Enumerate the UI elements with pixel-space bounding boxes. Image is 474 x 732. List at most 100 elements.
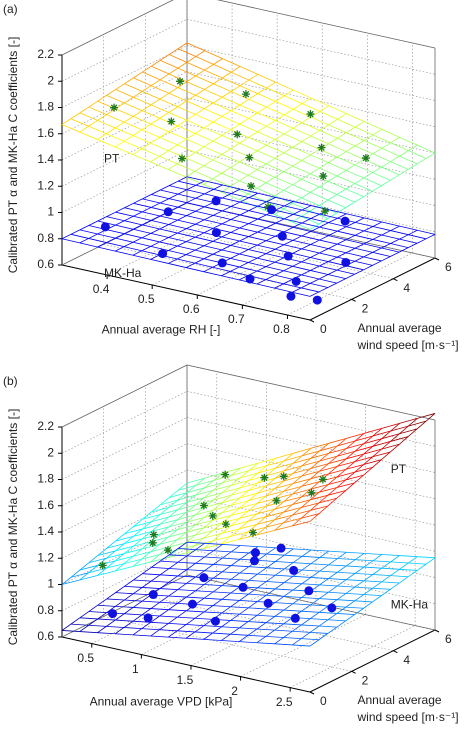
surface-mesh: [319, 466, 338, 472]
surface-mesh: [204, 472, 223, 479]
x-tick-label: 0.8: [273, 322, 290, 336]
surface-mesh: [150, 98, 161, 106]
box-edge: [61, 0, 174, 56]
surface-mesh: [327, 282, 337, 288]
surface-mesh: [221, 565, 232, 573]
surface-mesh: [372, 451, 391, 458]
surface-mesh: [79, 112, 98, 121]
surface-mesh: [160, 574, 178, 577]
surface-mesh: [124, 627, 142, 629]
surface-mesh: [256, 279, 266, 285]
surface-mesh: [284, 89, 294, 97]
grid-line: [290, 625, 416, 688]
surface-mesh: [61, 623, 72, 631]
surface-mesh: [336, 593, 347, 601]
surface-mesh: [124, 538, 143, 545]
surface-mesh: [203, 127, 223, 136]
surface-mesh: [195, 489, 214, 496]
surface-mesh: [204, 556, 223, 559]
surface-mesh: [106, 550, 116, 559]
surface-mesh: [230, 592, 249, 595]
surface-mesh: [292, 103, 303, 110]
surface-mesh: [301, 141, 320, 150]
surface-mesh: [213, 544, 223, 552]
surface-mesh: [115, 545, 134, 552]
surface-mesh: [186, 624, 204, 627]
surface-mesh: [248, 485, 267, 491]
surface-mesh: [142, 511, 152, 520]
panel-label: (b): [3, 374, 18, 388]
surface-mesh: [159, 506, 170, 515]
surface-mesh: [115, 566, 133, 572]
surface-mesh: [336, 194, 355, 203]
surface-mesh: [247, 187, 258, 195]
surface-mesh: [284, 218, 303, 224]
surface-mesh: [345, 471, 356, 481]
surface-mesh: [239, 513, 258, 519]
surface-mesh: [399, 555, 418, 558]
surface-mesh: [345, 593, 364, 595]
surface-mesh: [354, 474, 364, 484]
surface-mesh: [363, 448, 382, 455]
surface-mesh: [355, 221, 374, 227]
surface-mesh: [124, 593, 134, 601]
surface-mesh: [292, 221, 311, 230]
surface-mesh: [417, 556, 436, 559]
surface-mesh: [372, 587, 391, 590]
surface-mesh: [248, 205, 258, 211]
surface-mesh: [328, 209, 347, 215]
surface-mesh: [337, 243, 356, 249]
tick: [434, 257, 440, 261]
surface-mesh: [274, 501, 285, 510]
surface-mesh: [328, 458, 347, 465]
surface-mesh: [345, 573, 356, 581]
surface-mesh: [115, 613, 125, 621]
surface-mesh: [399, 428, 418, 435]
surface-mesh: [230, 180, 240, 187]
surface-mesh: [141, 85, 152, 92]
surface-mesh: [132, 237, 143, 243]
dot-marker: [211, 196, 221, 206]
surface-mesh: [132, 558, 143, 567]
surface-mesh: [141, 123, 152, 131]
dot-marker: [327, 603, 337, 613]
surface-mesh: [309, 625, 320, 633]
surface-mesh: [310, 116, 329, 126]
surface-mesh: [212, 154, 222, 161]
surface-mesh: [266, 235, 276, 242]
surface-mesh: [257, 546, 276, 549]
surface-mesh: [274, 602, 293, 605]
surface-mesh: [169, 185, 187, 191]
surface-mesh: [292, 287, 302, 293]
surface-mesh: [159, 554, 170, 562]
surface-mesh: [230, 518, 240, 527]
surface-mesh: [168, 490, 179, 498]
surface-mesh: [159, 237, 169, 243]
surface-mesh: [248, 93, 258, 100]
surface-mesh: [336, 468, 347, 478]
surface-mesh: [150, 524, 161, 532]
surface-mesh: [328, 466, 338, 475]
surface-mesh: [283, 283, 302, 289]
surface-mesh: [301, 447, 312, 457]
dot-marker: [238, 582, 248, 592]
z-tick-label: 1: [47, 577, 54, 591]
surface-mesh: [61, 579, 80, 585]
surface-mesh: [310, 563, 329, 566]
surface-mesh: [346, 239, 364, 245]
surface-mesh: [318, 505, 329, 514]
surface-mesh: [186, 504, 196, 513]
surface-mesh: [221, 172, 240, 182]
surface-mesh: [390, 230, 409, 236]
surface-mesh: [186, 477, 205, 484]
axis-line: [61, 636, 311, 693]
surface-mesh: [230, 214, 241, 220]
surface-mesh: [310, 611, 320, 619]
dot-marker: [143, 613, 153, 623]
surface-mesh: [177, 228, 187, 234]
surface-mesh: [266, 81, 276, 89]
grid-line: [186, 97, 436, 154]
surface-mesh: [408, 229, 418, 236]
surface-mesh: [346, 113, 365, 122]
surface-mesh: [390, 423, 400, 432]
